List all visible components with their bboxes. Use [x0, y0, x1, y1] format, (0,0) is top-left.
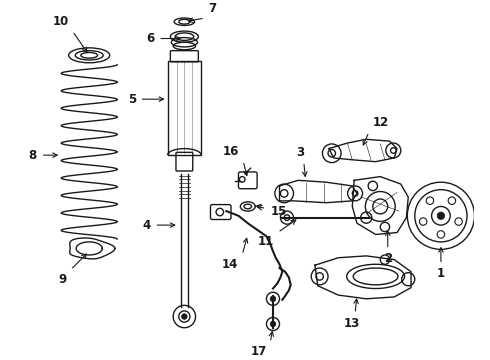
- Circle shape: [182, 314, 187, 319]
- Text: 13: 13: [343, 316, 360, 329]
- Circle shape: [270, 296, 276, 302]
- Text: 4: 4: [143, 219, 151, 231]
- Text: 5: 5: [127, 93, 136, 106]
- Text: 2: 2: [384, 252, 392, 265]
- Text: 6: 6: [146, 32, 154, 45]
- Text: 8: 8: [29, 149, 37, 162]
- Text: 1: 1: [437, 267, 445, 280]
- Circle shape: [437, 212, 444, 220]
- Text: 9: 9: [59, 273, 67, 286]
- Text: 12: 12: [373, 116, 389, 129]
- Text: 16: 16: [223, 145, 240, 158]
- Circle shape: [270, 321, 276, 327]
- Text: 7: 7: [209, 2, 217, 15]
- Text: 15: 15: [270, 204, 287, 217]
- Text: 17: 17: [250, 346, 267, 359]
- Text: 11: 11: [258, 235, 274, 248]
- Text: 10: 10: [52, 15, 69, 28]
- Text: 3: 3: [296, 146, 304, 159]
- Text: 14: 14: [222, 258, 239, 271]
